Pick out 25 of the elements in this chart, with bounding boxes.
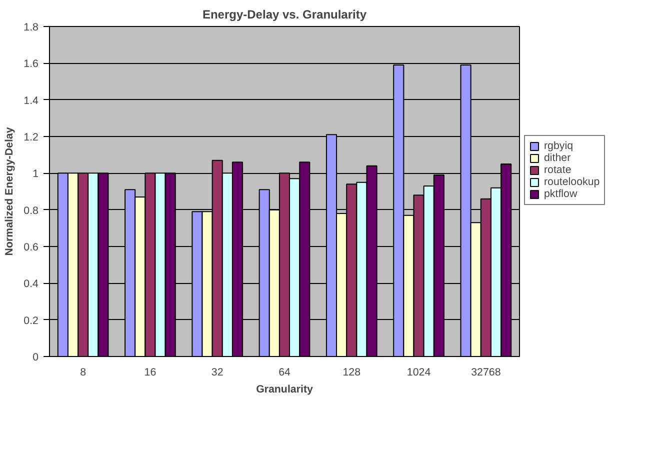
x-tick-label: 64 [278, 366, 290, 378]
x-axis-title: Granularity [256, 384, 313, 396]
y-tick-label: 1.2 [24, 132, 39, 144]
y-tick-label: 1.6 [24, 58, 39, 70]
x-tick-label: 8 [80, 366, 86, 378]
x-tick-label: 32 [211, 366, 224, 378]
y-tick-label: 0 [32, 352, 39, 364]
chart-title: Energy-Delay vs. Granularity [202, 8, 367, 22]
legend-label: dither [544, 152, 571, 164]
y-tick-label: 1.8 [24, 22, 39, 34]
x-tick-label: 128 [342, 366, 361, 378]
x-tick-label: 16 [144, 366, 156, 378]
legend-label: rgbyiq [544, 140, 574, 152]
y-axis-title: Normalized Energy-Delay [4, 127, 16, 256]
legend-label: routelookup [544, 176, 600, 188]
y-tick-label: 0.4 [24, 278, 39, 290]
y-tick-label: 0.2 [24, 314, 39, 327]
x-tick-label: 32768 [471, 366, 501, 378]
y-tick-label: 1.4 [24, 94, 39, 107]
x-tick-label: 1024 [406, 366, 431, 378]
legend-label: rotate [544, 164, 572, 176]
legend-label: pktflow [544, 188, 578, 200]
y-tick-label: 0.8 [24, 204, 39, 217]
y-tick-label: 1 [32, 168, 39, 180]
y-tick-label: 0.6 [24, 242, 39, 254]
